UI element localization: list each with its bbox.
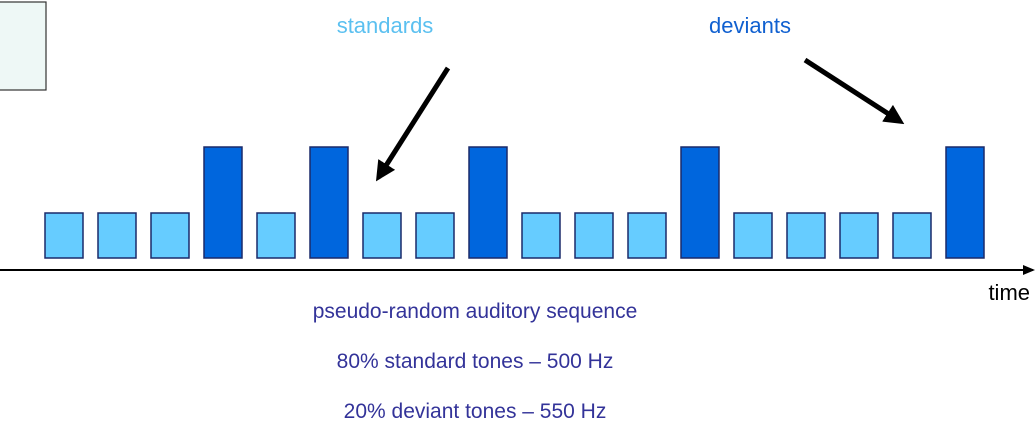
standard-tone	[362, 212, 402, 259]
deviant-tone	[468, 146, 508, 259]
standard-tone	[839, 212, 879, 259]
axis-label: time	[988, 280, 1030, 305]
standard-tone	[521, 212, 561, 259]
standard-tone	[627, 212, 667, 259]
caption-line: 20% deviant tones – 550 Hz	[344, 400, 607, 423]
standard-tone	[256, 212, 296, 259]
deviant-tone	[945, 146, 985, 259]
standard-tone	[415, 212, 455, 259]
arrow	[375, 66, 451, 182]
standard-tone	[574, 212, 614, 259]
standards-label: standards	[337, 13, 434, 38]
deviants-label: deviants	[709, 13, 791, 38]
tone-sequence	[44, 146, 985, 259]
standard-tone	[97, 212, 137, 259]
deviant-tone	[680, 146, 720, 259]
deviant-tone	[309, 146, 349, 259]
standard-tone	[44, 212, 84, 259]
standard-tone	[892, 212, 932, 259]
caption-line: 80% standard tones – 500 Hz	[337, 350, 614, 373]
deviant-tone	[203, 146, 243, 259]
inset-box	[0, 1, 47, 91]
caption-line: pseudo-random auditory sequence	[313, 300, 638, 323]
arrow	[803, 57, 905, 125]
standard-tone	[786, 212, 826, 259]
standard-tone	[150, 212, 190, 259]
standard-tone	[733, 212, 773, 259]
